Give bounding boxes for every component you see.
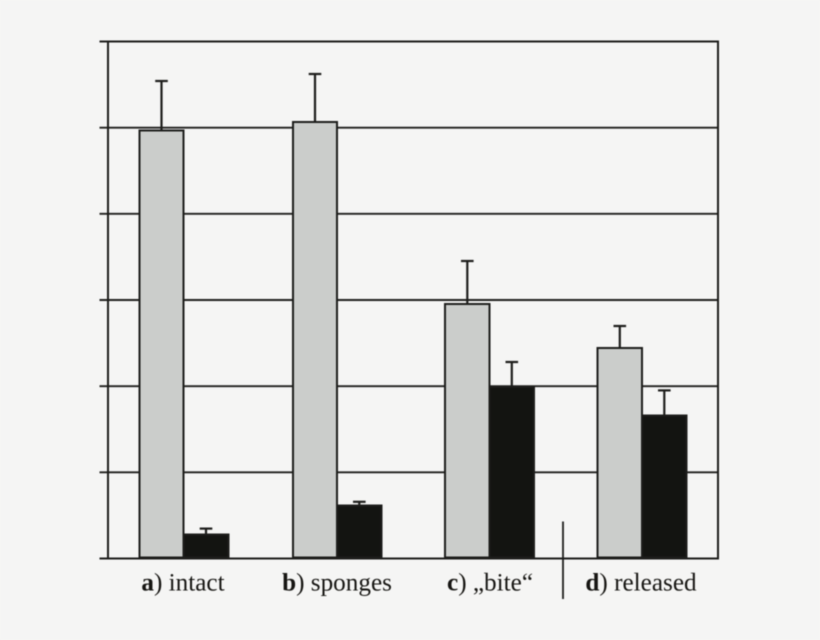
svg-text:a) intact: a) intact [141, 570, 224, 597]
svg-text:c) „bite“: c) „bite“ [447, 570, 533, 597]
svg-text:d) released: d) released [585, 570, 697, 597]
svg-text:b) sponges: b) sponges [282, 570, 392, 597]
